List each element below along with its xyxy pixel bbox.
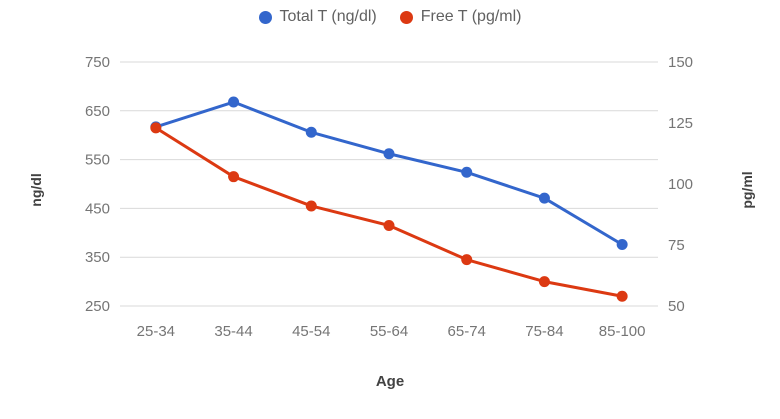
left-axis-tick-label: 650: [85, 103, 110, 120]
right-axis-tick-label: 50: [668, 298, 685, 315]
data-point[interactable]: [150, 122, 162, 134]
right-axis-tick-label: 100: [668, 176, 693, 193]
left-axis-tick-label: 750: [85, 54, 110, 71]
legend-dot-icon: [258, 10, 272, 24]
x-axis-tick-label: 65-74: [448, 323, 486, 340]
right-axis-tick-label: 150: [668, 54, 693, 71]
data-point[interactable]: [305, 200, 317, 212]
left-axis-title: ng/dl: [28, 173, 44, 207]
data-point[interactable]: [616, 239, 628, 251]
right-axis-tick-label: 75: [668, 237, 685, 254]
x-axis-tick-label: 85-100: [599, 323, 646, 340]
data-point[interactable]: [228, 96, 240, 108]
data-point[interactable]: [383, 219, 395, 231]
legend-dot-icon: [399, 10, 413, 24]
data-point[interactable]: [538, 276, 550, 288]
left-axis-tick-label: 450: [85, 200, 110, 217]
x-axis-title: Age: [375, 373, 405, 390]
data-point[interactable]: [383, 148, 395, 160]
x-axis-tick-label: 45-54: [292, 323, 330, 340]
data-point[interactable]: [461, 254, 473, 266]
left-axis-tick-label: 550: [85, 152, 110, 169]
left-axis-tick-label: 350: [85, 249, 110, 266]
data-point[interactable]: [461, 166, 473, 178]
right-axis-title: pg/ml: [739, 171, 755, 209]
x-axis-tick-label: 35-44: [214, 323, 252, 340]
right-axis-tick-label: 125: [668, 115, 693, 132]
data-point[interactable]: [538, 192, 550, 204]
x-axis-tick-label: 55-64: [370, 323, 408, 340]
data-point[interactable]: [228, 171, 240, 183]
left-axis-tick-label: 250: [85, 298, 110, 315]
data-point[interactable]: [305, 126, 317, 138]
legend-item-free-t[interactable]: Free T (pg/ml): [399, 8, 522, 25]
x-axis-tick-label: 25-34: [137, 323, 175, 340]
legend-label: Free T (pg/ml): [420, 8, 522, 25]
legend-label: Total T (ng/dl): [279, 8, 377, 25]
chart-legend: Total T (ng/dl) Free T (pg/ml): [0, 9, 780, 25]
data-point[interactable]: [616, 290, 628, 302]
x-axis-tick-label: 75-84: [525, 323, 563, 340]
legend-item-total-t[interactable]: Total T (ng/dl): [258, 8, 377, 25]
